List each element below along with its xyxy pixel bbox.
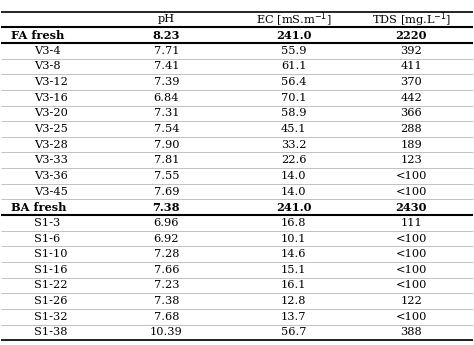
Text: 22.6: 22.6 xyxy=(281,155,306,165)
Text: V3-33: V3-33 xyxy=(35,155,68,165)
Text: 55.9: 55.9 xyxy=(281,46,306,56)
Text: 7.23: 7.23 xyxy=(154,280,179,290)
Text: <100: <100 xyxy=(396,265,427,275)
Text: 7.38: 7.38 xyxy=(154,296,179,306)
Text: 123: 123 xyxy=(401,155,422,165)
Text: V3-25: V3-25 xyxy=(35,124,68,134)
Text: <100: <100 xyxy=(396,171,427,181)
Text: 7.68: 7.68 xyxy=(154,312,179,322)
Text: S1-16: S1-16 xyxy=(35,265,68,275)
Text: 189: 189 xyxy=(401,140,422,150)
Text: 8.23: 8.23 xyxy=(153,30,180,41)
Text: S1-22: S1-22 xyxy=(35,280,68,290)
Text: 111: 111 xyxy=(401,218,422,228)
Text: V3-4: V3-4 xyxy=(35,46,61,56)
Text: 14.6: 14.6 xyxy=(281,249,306,259)
Text: 56.4: 56.4 xyxy=(281,77,306,87)
Text: 56.7: 56.7 xyxy=(281,327,306,337)
Text: 7.90: 7.90 xyxy=(154,140,179,150)
Text: 45.1: 45.1 xyxy=(281,124,306,134)
Text: 7.54: 7.54 xyxy=(154,124,179,134)
Text: 7.71: 7.71 xyxy=(154,46,179,56)
Text: 15.1: 15.1 xyxy=(281,265,306,275)
Text: 6.96: 6.96 xyxy=(154,218,179,228)
Text: 33.2: 33.2 xyxy=(281,140,306,150)
Text: <100: <100 xyxy=(396,312,427,322)
Text: S1-38: S1-38 xyxy=(35,327,68,337)
Text: 6.92: 6.92 xyxy=(154,234,179,244)
Text: 370: 370 xyxy=(401,77,422,87)
Text: EC [mS.m$^{-1}$]: EC [mS.m$^{-1}$] xyxy=(256,10,331,29)
Text: 241.0: 241.0 xyxy=(276,30,311,41)
Text: S1-26: S1-26 xyxy=(35,296,68,306)
Text: S1-6: S1-6 xyxy=(35,234,61,244)
Text: 7.55: 7.55 xyxy=(154,171,179,181)
Text: S1-32: S1-32 xyxy=(35,312,68,322)
Text: 70.1: 70.1 xyxy=(281,93,306,103)
Text: <100: <100 xyxy=(396,249,427,259)
Text: 7.66: 7.66 xyxy=(154,265,179,275)
Text: 7.39: 7.39 xyxy=(154,77,179,87)
Text: 241.0: 241.0 xyxy=(276,202,311,213)
Text: 10.39: 10.39 xyxy=(150,327,182,337)
Text: 2220: 2220 xyxy=(396,30,427,41)
Text: 442: 442 xyxy=(401,93,422,103)
Text: 14.0: 14.0 xyxy=(281,171,306,181)
Text: 411: 411 xyxy=(401,61,422,71)
Text: 392: 392 xyxy=(401,46,422,56)
Text: V3-45: V3-45 xyxy=(35,187,68,197)
Text: S1-10: S1-10 xyxy=(35,249,68,259)
Text: pH: pH xyxy=(158,14,175,24)
Text: TDS [mg.L$^{-1}$]: TDS [mg.L$^{-1}$] xyxy=(372,10,451,29)
Text: 6.84: 6.84 xyxy=(154,93,179,103)
Text: 61.1: 61.1 xyxy=(281,61,306,71)
Text: <100: <100 xyxy=(396,187,427,197)
Text: 7.41: 7.41 xyxy=(154,61,179,71)
Text: 12.8: 12.8 xyxy=(281,296,306,306)
Text: 7.69: 7.69 xyxy=(154,187,179,197)
Text: V3-8: V3-8 xyxy=(35,61,61,71)
Text: 16.8: 16.8 xyxy=(281,218,306,228)
Text: 7.28: 7.28 xyxy=(154,249,179,259)
Text: 14.0: 14.0 xyxy=(281,187,306,197)
Text: V3-28: V3-28 xyxy=(35,140,68,150)
Text: 58.9: 58.9 xyxy=(281,108,306,118)
Text: 13.7: 13.7 xyxy=(281,312,306,322)
Text: S1-3: S1-3 xyxy=(35,218,61,228)
Text: 122: 122 xyxy=(401,296,422,306)
Text: 366: 366 xyxy=(401,108,422,118)
Text: 7.38: 7.38 xyxy=(153,202,180,213)
Text: V3-12: V3-12 xyxy=(35,77,68,87)
Text: 7.81: 7.81 xyxy=(154,155,179,165)
Text: 7.31: 7.31 xyxy=(154,108,179,118)
Text: BA fresh: BA fresh xyxy=(11,202,66,213)
Text: V3-16: V3-16 xyxy=(35,93,68,103)
Text: 2430: 2430 xyxy=(396,202,427,213)
Text: 288: 288 xyxy=(401,124,422,134)
Text: 10.1: 10.1 xyxy=(281,234,306,244)
Text: <100: <100 xyxy=(396,234,427,244)
Text: FA fresh: FA fresh xyxy=(11,30,64,41)
Text: V3-20: V3-20 xyxy=(35,108,68,118)
Text: V3-36: V3-36 xyxy=(35,171,68,181)
Text: 16.1: 16.1 xyxy=(281,280,306,290)
Text: <100: <100 xyxy=(396,280,427,290)
Text: 388: 388 xyxy=(401,327,422,337)
